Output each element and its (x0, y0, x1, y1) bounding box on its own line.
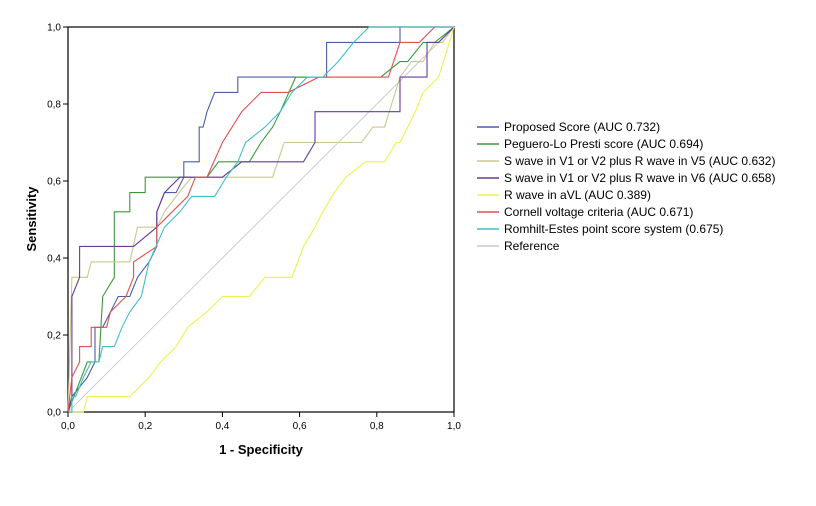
legend-label: Peguero-Lo Presti score (AUC 0.694) (504, 137, 703, 151)
legend-label: Proposed Score (AUC 0.732) (504, 120, 660, 134)
series-line-7 (68, 26, 454, 413)
x-tick-label: 0,2 (138, 421, 152, 432)
series-line-5 (68, 26, 455, 413)
legend: Proposed Score (AUC 0.732) Peguero-Lo Pre… (477, 120, 775, 253)
legend-label: Cornell voltage criteria (AUC 0.671) (504, 205, 693, 219)
series-line-1 (67, 26, 454, 413)
series-line-8 (67, 26, 455, 413)
x-tick-label: 0,8 (370, 421, 384, 432)
legend-label: S wave in V1 or V2 plus R wave in V6 (AU… (504, 171, 775, 185)
y-axis-title: Sensitivity (24, 186, 39, 252)
y-tick-label: 0,6 (47, 177, 61, 188)
y-tick-label: 0,4 (47, 254, 61, 265)
series-line-2 (67, 26, 455, 413)
x-axis-title: 1 - Specificity (219, 442, 304, 457)
series-layer (67, 26, 455, 413)
series-line-6 (67, 26, 454, 413)
x-axis: 0,0 0,2 0,4 0,6 0,8 1,0 (61, 412, 461, 432)
legend-label: R wave in aVL (AUC 0.389) (504, 188, 651, 202)
y-tick-label: 0,0 (47, 408, 61, 419)
y-axis: 0,0 0,2 0,4 0,6 0,8 1,0 (47, 23, 68, 419)
legend-label: Romhilt-Estes point score system (0.675) (504, 222, 723, 236)
y-tick-label: 1,0 (47, 23, 61, 34)
y-tick-label: 0,2 (47, 331, 61, 342)
legend-label: Reference (504, 239, 560, 253)
x-tick-label: 0,4 (215, 421, 229, 432)
y-tick-label: 0,8 (47, 100, 61, 111)
legend-label: S wave in V1 or V2 plus R wave in V5 (AU… (504, 154, 775, 168)
x-tick-label: 0,0 (61, 421, 75, 432)
x-tick-label: 1,0 (447, 421, 461, 432)
x-tick-label: 0,6 (293, 421, 307, 432)
